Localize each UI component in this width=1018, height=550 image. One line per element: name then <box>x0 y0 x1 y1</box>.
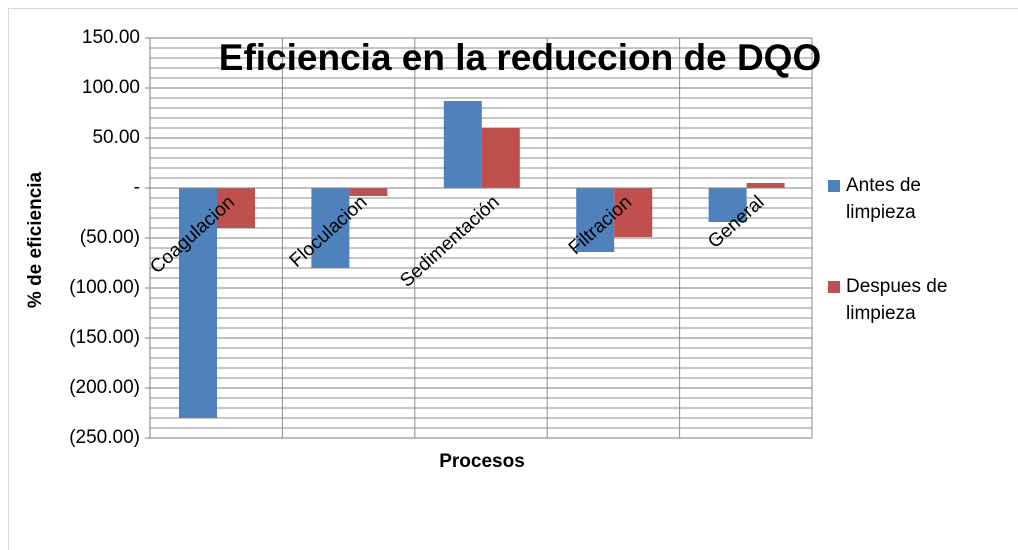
y-tick-label: (150.00) <box>69 327 140 348</box>
y-tick-label: 150.00 <box>82 27 140 48</box>
bar <box>746 183 785 188</box>
bar <box>576 188 615 252</box>
legend-item: Antes de limpieza <box>828 172 978 226</box>
bar <box>217 188 255 228</box>
legend-swatch <box>828 180 840 192</box>
bar <box>443 101 482 188</box>
y-tick-label: 100.00 <box>82 77 140 98</box>
x-tick-label: Sedimentación <box>396 192 503 292</box>
legend-item: Despues de limpieza <box>828 273 978 327</box>
chart-border <box>8 8 1018 550</box>
legend-swatch <box>828 281 840 293</box>
bar <box>481 128 520 188</box>
bar <box>708 188 747 222</box>
legend-label: Despues de limpieza <box>846 276 948 324</box>
y-tick-label: (100.00) <box>69 277 140 298</box>
bar <box>179 188 217 418</box>
x-axis-label: Procesos <box>439 451 525 472</box>
y-tick-label: (50.00) <box>80 227 140 248</box>
y-tick-label: - <box>134 177 140 198</box>
y-tick-label: (200.00) <box>69 377 140 398</box>
y-axis-label: % de eficiencia <box>25 171 46 308</box>
bar <box>349 188 388 196</box>
bar <box>311 188 350 268</box>
bar <box>614 188 653 237</box>
y-tick-label: 50.00 <box>92 127 140 148</box>
chart-title: Eficiencia en la reduccion de DQO <box>219 37 821 78</box>
y-tick-label: (250.00) <box>69 427 140 448</box>
legend-label: Antes de limpieza <box>846 175 921 223</box>
